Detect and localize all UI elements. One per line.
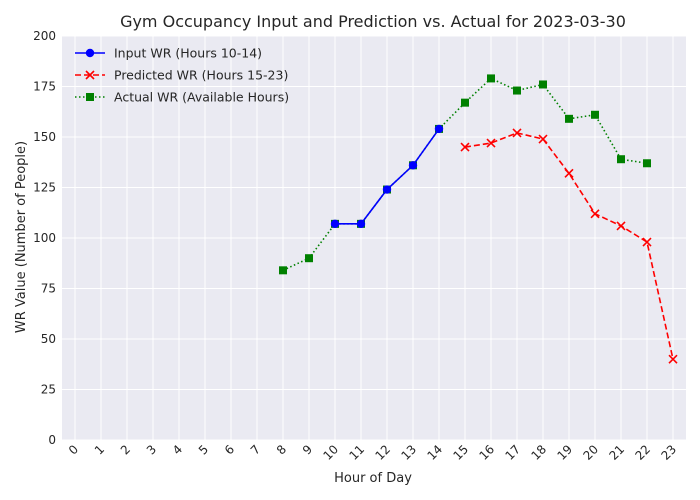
legend-label: Actual WR (Available Hours) <box>114 90 289 105</box>
legend-label: Predicted WR (Hours 15-23) <box>114 68 288 83</box>
data-point <box>539 80 547 89</box>
data-point <box>86 93 94 101</box>
legend-item: Input WR (Hours 10-14) <box>75 46 262 61</box>
y-tick-label: 200 <box>33 29 56 43</box>
data-point <box>408 161 418 170</box>
chart-title: Gym Occupancy Input and Prediction vs. A… <box>120 12 626 31</box>
gridlines <box>62 35 686 441</box>
y-tick-label: 75 <box>41 282 56 296</box>
y-tick-label: 100 <box>33 231 56 245</box>
y-tick-label: 0 <box>48 433 56 447</box>
data-point <box>616 221 626 231</box>
series-line <box>464 132 674 360</box>
data-point <box>565 114 573 123</box>
y-axis-label: WR Value (Number of People) <box>14 141 29 333</box>
data-point <box>643 159 651 168</box>
y-tick-label: 25 <box>41 383 56 397</box>
y-tick-label: 175 <box>33 80 56 94</box>
y-tick-label: 125 <box>33 181 56 195</box>
data-point <box>538 134 548 144</box>
data-point <box>617 155 625 164</box>
data-point <box>564 168 574 178</box>
data-point <box>591 110 599 119</box>
data-point <box>330 219 340 229</box>
data-point <box>279 266 287 275</box>
series-0 <box>330 124 444 229</box>
data-point <box>642 237 652 247</box>
legend-item: Actual WR (Available Hours) <box>75 90 289 105</box>
series-1 <box>460 128 678 364</box>
data-point <box>487 74 495 83</box>
legend-label: Input WR (Hours 10-14) <box>114 46 262 61</box>
y-tick-label: 50 <box>41 332 56 346</box>
data-point <box>382 185 392 194</box>
data-point <box>461 98 469 107</box>
data-point <box>486 138 496 148</box>
series-layer <box>279 74 678 364</box>
data-point <box>668 354 678 364</box>
y-tick-label: 150 <box>33 130 56 144</box>
data-point <box>85 70 95 80</box>
data-point <box>85 48 95 58</box>
data-point <box>434 124 444 134</box>
data-point <box>460 142 470 152</box>
x-axis-label: Hour of Day <box>334 471 412 486</box>
y-axis: 0 25 50 75 100 125 150 175 200 <box>33 29 56 447</box>
data-point <box>305 254 313 263</box>
data-point <box>513 86 521 95</box>
data-point <box>512 128 522 138</box>
legend-item: Predicted WR (Hours 15-23) <box>75 68 288 83</box>
data-point <box>356 219 366 229</box>
legend: Input WR (Hours 10-14) Predicted WR (Hour… <box>75 46 289 105</box>
data-point <box>590 209 600 219</box>
